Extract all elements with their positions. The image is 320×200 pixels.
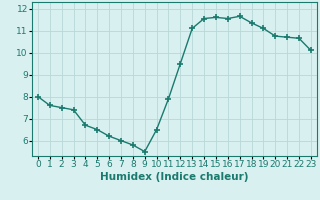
X-axis label: Humidex (Indice chaleur): Humidex (Indice chaleur) [100, 172, 249, 182]
